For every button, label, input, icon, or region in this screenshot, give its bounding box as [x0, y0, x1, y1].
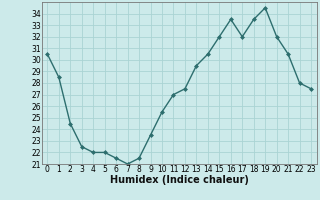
- X-axis label: Humidex (Indice chaleur): Humidex (Indice chaleur): [110, 175, 249, 185]
